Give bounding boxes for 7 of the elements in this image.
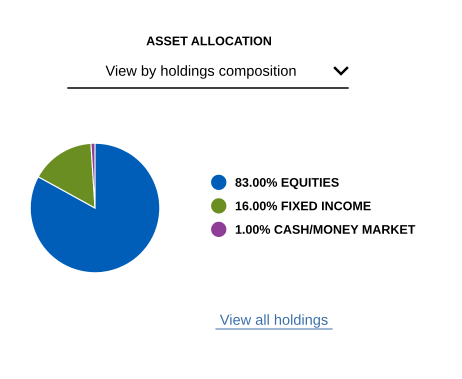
legend-label: 83.00% EQUITIES [235,178,339,190]
legend-label: 1.00% CASH/MONEY MARKET [236,224,416,234]
legend-label: 16.00% FIXED INCOME [236,202,371,210]
text: View all holdings [220,314,328,328]
chart-title: ASSET ALLOCATION [146,36,272,46]
pie-slice [30,142,160,274]
text: View by holdings composition [106,65,296,79]
